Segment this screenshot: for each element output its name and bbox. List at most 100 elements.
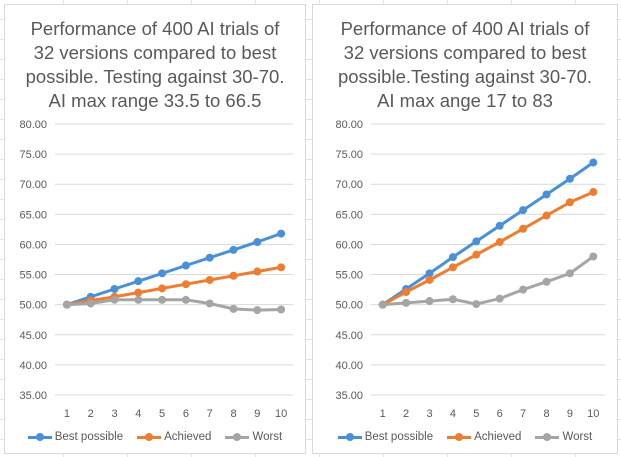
chart-panel-left[interactable]: Performance of 400 AI trials of 32 versi… (4, 4, 306, 454)
y-tick-label: 80.00 (19, 119, 47, 131)
legend-item-best-possible: Best possible (337, 431, 434, 443)
data-point-worst (565, 269, 574, 278)
legend-label: Best possible (364, 431, 434, 443)
y-tick-label: 70.00 (19, 179, 47, 191)
series-line-worst (65, 298, 283, 312)
x-tick-label: 2 (88, 408, 94, 420)
y-tick-label: 80.00 (335, 119, 363, 131)
data-point-worst (110, 295, 119, 304)
data-point-best-possible (589, 158, 598, 167)
x-tick-label: 6 (497, 408, 503, 420)
data-point-achieved (229, 271, 238, 280)
y-tick-label: 40.00 (335, 360, 363, 372)
data-point-best-possible (542, 190, 551, 199)
legend-item-worst: Worst (225, 431, 282, 443)
chart-title: Performance of 400 AI trials of 32 versi… (337, 18, 593, 111)
data-point-worst (519, 285, 528, 294)
y-tick-label: 60.00 (19, 239, 47, 251)
data-point-achieved (519, 224, 528, 233)
legend-item-worst: Worst (535, 431, 592, 443)
y-tick-label: 45.00 (335, 330, 363, 342)
data-point-best-possible (158, 269, 167, 278)
x-tick-label: 7 (520, 408, 526, 420)
x-tick-label: 9 (254, 408, 260, 420)
x-tick-label: 5 (159, 408, 165, 420)
series-best-possible (378, 158, 598, 309)
legend-swatch-icon (27, 432, 52, 442)
chart-panel-right[interactable]: Performance of 400 AI trials of 32 versi… (312, 4, 618, 454)
x-tick-label: 10 (587, 408, 599, 420)
data-point-worst (589, 252, 598, 261)
y-tick-label: 40.00 (19, 360, 47, 372)
data-point-achieved (181, 280, 190, 289)
legend-item-best-possible: Best possible (27, 431, 123, 443)
data-point-best-possible (472, 237, 481, 246)
x-tick-label: 4 (135, 408, 141, 420)
data-point-achieved (134, 288, 143, 297)
data-point-worst (253, 306, 262, 315)
series-best-possible (62, 229, 286, 309)
data-point-achieved (402, 288, 411, 297)
data-point-best-possible (519, 206, 528, 215)
data-point-achieved (495, 238, 504, 247)
data-point-best-possible (253, 238, 262, 247)
x-axis-tick-labels: 1 2 3 4 5 6 7 8 9 10 (64, 408, 287, 420)
legend-swatch-icon (337, 432, 362, 442)
data-point-achieved (425, 275, 434, 284)
y-tick-label: 50.00 (19, 300, 47, 312)
data-point-worst (62, 300, 71, 309)
x-tick-label: 1 (380, 408, 386, 420)
x-axis-tick-labels: 1 2 3 4 5 6 7 8 9 10 (380, 408, 600, 420)
legend-swatch-icon (447, 432, 472, 442)
data-point-best-possible (425, 269, 434, 278)
data-point-achieved (158, 284, 167, 293)
legend-label: Achieved (474, 431, 522, 443)
data-point-worst (425, 297, 434, 306)
data-point-best-possible (565, 174, 574, 183)
data-point-best-possible (448, 253, 457, 262)
series-achieved (378, 188, 598, 309)
data-point-best-possible (181, 261, 190, 270)
y-tick-label: 75.00 (335, 149, 363, 161)
gridlines (55, 123, 293, 396)
y-tick-label: 35.00 (335, 390, 363, 402)
y-tick-label: 55.00 (19, 270, 47, 282)
legend-label: Worst (562, 431, 593, 443)
chart-title: Performance of 400 AI trials of 32 versi… (25, 18, 285, 111)
data-point-worst (86, 299, 95, 308)
y-axis-tick-labels: 35.00 40.00 45.00 50.00 55.00 60.00 65.00 70.00… (335, 119, 363, 402)
data-point-achieved (448, 263, 457, 272)
x-tick-label: 7 (207, 408, 213, 420)
series-line-worst (381, 255, 595, 307)
legend-label: Worst (252, 431, 283, 443)
legend-item-achieved: Achieved (137, 431, 211, 443)
x-tick-label: 8 (543, 408, 549, 420)
legend-label: Achieved (164, 431, 212, 443)
y-tick-label: 50.00 (335, 300, 363, 312)
legend-swatch-icon (137, 432, 162, 442)
y-tick-label: 55.00 (335, 270, 363, 282)
x-tick-label: 4 (450, 408, 456, 420)
y-tick-label: 60.00 (335, 239, 363, 251)
x-tick-label: 8 (230, 408, 236, 420)
y-tick-label: 70.00 (335, 179, 363, 191)
data-point-achieved (253, 267, 262, 276)
x-tick-label: 10 (275, 408, 287, 420)
data-point-worst (402, 298, 411, 307)
data-point-achieved (542, 211, 551, 220)
x-tick-label: 2 (403, 408, 409, 420)
series-line-achieved (381, 190, 595, 307)
chart-legend: Best possible Achieved Worst (5, 431, 305, 443)
data-point-worst (472, 300, 481, 309)
x-tick-label: 3 (426, 408, 432, 420)
data-point-best-possible (134, 277, 143, 286)
series-worst (378, 252, 598, 309)
data-point-achieved (565, 198, 574, 207)
x-tick-label: 6 (183, 408, 189, 420)
line-chart-plot: 35.00 40.00 45.00 50.00 55.00 60.00 65.00 70.00… (19, 119, 293, 420)
y-tick-label: 45.00 (19, 330, 47, 342)
data-point-best-possible (110, 285, 119, 294)
data-point-worst (158, 295, 167, 304)
y-axis-tick-labels: 35.00 40.00 45.00 50.00 55.00 60.00 65.00 70.00… (19, 119, 47, 402)
line-chart-plot: 35.00 40.00 45.00 50.00 55.00 60.00 65.00 70.00… (335, 119, 605, 420)
